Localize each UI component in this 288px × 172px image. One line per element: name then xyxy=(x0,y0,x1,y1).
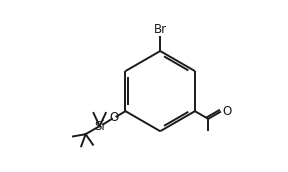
Text: Br: Br xyxy=(154,23,167,36)
Text: Si: Si xyxy=(94,120,105,133)
Text: O: O xyxy=(110,111,119,124)
Text: O: O xyxy=(222,105,232,118)
